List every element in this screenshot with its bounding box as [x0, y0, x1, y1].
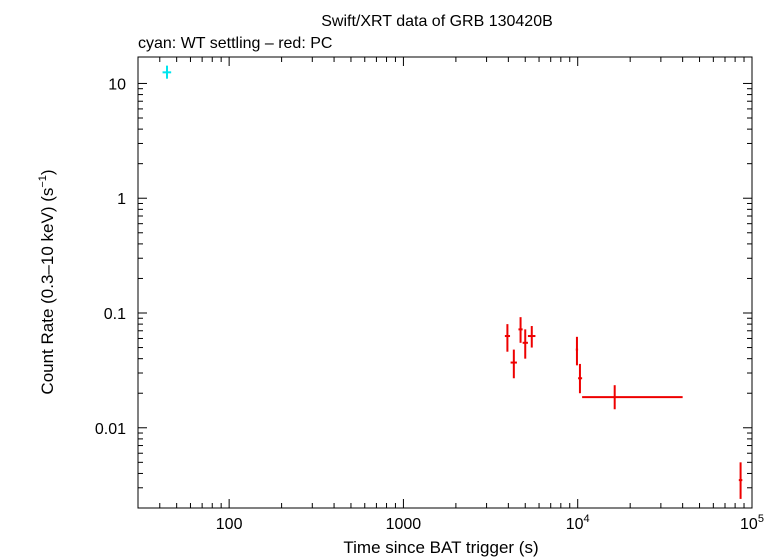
y-axis-label-close: ) — [38, 169, 57, 175]
y-axis-label-main: Count Rate (0.3–10 keV) (s — [38, 188, 57, 395]
x-axis-label: Time since BAT trigger (s) — [343, 538, 538, 557]
x-tick-label-base: 10 — [740, 516, 758, 533]
data-point — [510, 349, 517, 379]
data-point — [522, 329, 528, 359]
y-tick-label: 0.01 — [95, 421, 126, 438]
data-point — [582, 385, 683, 410]
x-tick-label: 100 — [216, 516, 243, 533]
y-axis-label: Count Rate (0.3–10 keV) (s−1) — [37, 169, 57, 394]
x-tick-label: 1000 — [386, 516, 422, 533]
x-tick-label-exponent: 5 — [758, 513, 764, 525]
plot-frame — [137, 56, 753, 509]
data-point — [162, 65, 172, 79]
y-tick-label: 0.1 — [104, 306, 126, 323]
x-tick-label: 104 — [566, 513, 590, 533]
x-tick-label: 105 — [740, 513, 764, 533]
y-tick-label: 1 — [117, 191, 126, 208]
data-point — [527, 326, 536, 348]
x-tick-label-exponent: 4 — [584, 513, 590, 525]
axis-ticks — [137, 57, 753, 509]
x-tick-label-base: 10 — [566, 516, 584, 533]
data-point — [578, 363, 583, 394]
data-point — [504, 324, 511, 352]
data-point — [518, 317, 523, 343]
y-axis-label-exponent: −1 — [37, 175, 49, 188]
y-tick-label: 10 — [108, 76, 126, 93]
chart-title: Swift/XRT data of GRB 130420B — [321, 13, 553, 30]
data-point — [575, 336, 579, 366]
data-points — [162, 65, 743, 499]
data-point — [738, 462, 743, 499]
chart-subtitle: cyan: WT settling – red: PC — [138, 35, 332, 52]
